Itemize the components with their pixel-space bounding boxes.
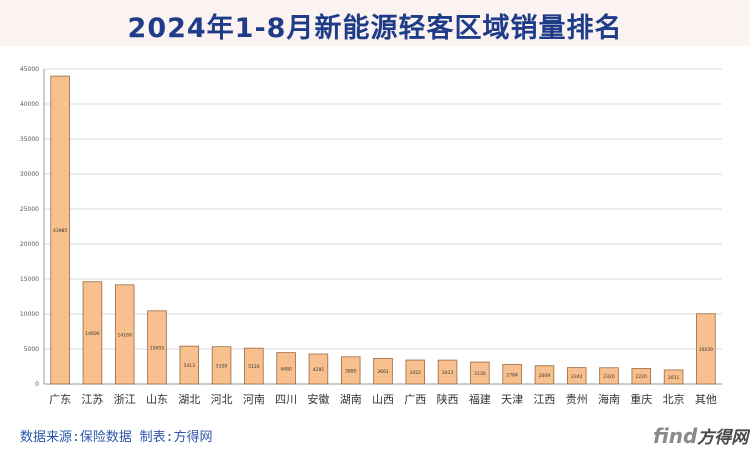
x-tick-label: 福建 [469,392,491,406]
bar [502,364,522,385]
bar [147,310,167,385]
x-tick-label: 重庆 [630,392,652,406]
bar [211,346,232,385]
data-label: 2609 [539,373,551,379]
y-tick-label: 15000 [20,276,39,283]
x-tick-label: 河南 [243,393,265,406]
x-tick-label: 江西 [533,393,555,406]
y-tick-label: 5000 [24,346,39,353]
bar [437,359,458,385]
x-tick-label: 浙江 [114,393,136,406]
x-tick-label: 广西 [404,393,426,406]
x-tick-label: 陕西 [437,392,459,406]
y-tick-label: 25000 [20,206,39,213]
x-tick-label: 江苏 [81,393,103,406]
bar [696,313,716,385]
data-label: 2320 [603,374,615,380]
x-tick-label: 北京 [663,392,685,406]
bar [373,357,393,385]
data-label: 10039 [699,347,713,353]
data-label: 14606 [85,331,99,337]
y-tick-label: 20000 [20,241,39,248]
bar-chart: 0 5000 10000 15000 20000 25000 30000 35000 40000… [20,66,722,406]
bar [50,75,70,385]
data-label: 2342 [571,374,583,380]
findway-logo: find方得网 [653,423,748,448]
data-label: 14169 [118,332,132,338]
x-tick-label: 安徽 [307,392,329,406]
x-tick-label: 广东 [49,393,71,406]
x-tick-label: 湖南 [340,393,362,406]
data-label: 3422 [410,370,422,376]
x-tick-label: 海南 [598,392,620,406]
data-label: 3413 [442,370,454,376]
bar [470,361,490,385]
x-tick-label: 山东 [146,393,168,406]
data-label: 5328 [216,363,228,369]
title-band [0,0,750,46]
x-tick-label: 河北 [211,393,233,406]
data-label: 43985 [53,228,67,234]
bar [405,359,426,385]
data-label: 3880 [345,368,357,374]
x-tick-label: 贵州 [566,393,588,406]
logo-latin: find [653,424,698,448]
bar [566,367,587,385]
bar [340,356,361,385]
data-source-note: 数据来源:保险数据 制表:方得网 [20,430,213,445]
bar [663,369,684,385]
bar [244,347,264,385]
data-label: 3130 [474,371,486,377]
bar [82,281,103,385]
data-label: 2784 [506,372,518,378]
logo-cn: 方得网 [697,428,749,448]
y-tick-label: 10000 [20,311,39,318]
data-label: 5120 [248,364,260,370]
y-tick-label: 45000 [20,66,39,73]
y-tick-label: 0 [35,381,39,388]
y-tick-label: 40000 [20,101,39,108]
x-tick-label: 天津 [501,393,523,406]
data-label: 2011 [668,375,680,381]
y-tick-label: 30000 [20,171,39,178]
bar [179,345,200,385]
data-label: 4285 [313,367,325,373]
x-tick-label: 湖北 [178,393,200,406]
x-tick-label: 山西 [372,393,394,406]
data-label: 3661 [377,369,389,375]
bar [276,352,296,385]
bar [631,368,652,385]
data-label: 2220 [636,374,648,380]
data-label: 4480 [280,366,292,372]
x-tick-label: 其他 [695,393,717,406]
x-tick-label: 四川 [275,393,297,406]
data-label: 10455 [150,345,164,351]
data-label: 5413 [184,363,196,369]
chart-title: 2024年1-8月新能源轻客区域销量排名 [127,13,623,44]
y-tick-label: 35000 [20,136,39,143]
bar [534,365,555,385]
bar [599,367,619,385]
bar [308,353,329,385]
bar [114,284,135,385]
